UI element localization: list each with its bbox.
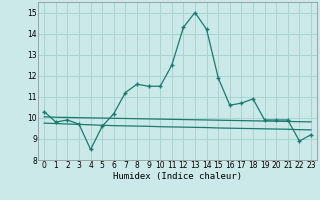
X-axis label: Humidex (Indice chaleur): Humidex (Indice chaleur) (113, 172, 242, 181)
